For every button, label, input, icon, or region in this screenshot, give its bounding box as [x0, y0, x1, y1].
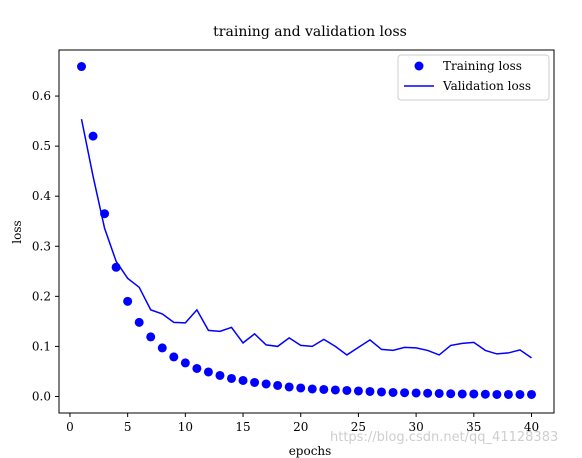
training-loss-point	[238, 375, 248, 385]
y-tick-label: 0.0	[32, 389, 51, 403]
training-loss-point	[77, 62, 86, 72]
x-axis-label: epochs	[289, 444, 332, 458]
training-loss-point	[250, 377, 260, 387]
training-loss-point	[492, 389, 502, 399]
legend-training-marker	[414, 61, 424, 71]
training-loss-point	[100, 209, 110, 219]
training-loss-point	[411, 388, 421, 398]
x-tick-label: 30	[408, 420, 423, 434]
training-loss-point	[457, 389, 467, 399]
training-loss-point	[423, 388, 433, 398]
training-loss-point	[180, 358, 190, 368]
x-tick-label: 5	[124, 420, 132, 434]
legend-training-label: Training loss	[443, 59, 522, 73]
training-loss-point	[284, 382, 294, 392]
training-loss-point	[192, 363, 202, 373]
training-loss-point	[515, 389, 525, 399]
training-loss-point	[146, 332, 156, 342]
legend-validation-label: Validation loss	[442, 79, 531, 93]
training-loss-point	[353, 386, 363, 396]
training-loss-point	[330, 385, 340, 395]
legend: Training loss Validation loss	[397, 54, 550, 101]
training-loss-point	[469, 389, 479, 399]
x-tick-label: 0	[66, 420, 74, 434]
training-loss-point	[319, 384, 329, 394]
training-loss-point	[527, 389, 536, 399]
training-loss-point	[123, 296, 133, 306]
x-tick-label: 20	[293, 420, 308, 434]
training-loss-point	[400, 388, 410, 398]
chart-title: training and validation loss	[213, 24, 407, 40]
y-tick-label: 0.4	[32, 189, 51, 203]
y-tick-label: 0.3	[32, 239, 51, 253]
x-tick-label: 25	[351, 420, 366, 434]
x-tick-label: 15	[235, 420, 250, 434]
x-tick-label: 10	[178, 420, 193, 434]
training-loss-point	[134, 317, 144, 327]
training-loss-point	[227, 373, 236, 383]
y-tick-label: 0.1	[32, 339, 51, 353]
training-loss-point	[446, 389, 456, 399]
training-loss-point	[434, 388, 444, 398]
plot-area	[58, 49, 555, 414]
training-loss-point	[273, 380, 283, 390]
x-tick-label: 40	[524, 420, 539, 434]
training-loss-point	[503, 389, 513, 399]
training-loss-point	[157, 343, 167, 353]
training-loss-point	[169, 352, 179, 362]
training-loss-point	[307, 384, 317, 394]
training-loss-point	[215, 370, 225, 380]
training-loss-point	[377, 387, 386, 397]
training-loss-points	[77, 62, 536, 399]
training-loss-point	[111, 262, 121, 272]
watermark-text: https://blog.csdn.net/qq_41128383	[330, 430, 559, 445]
training-loss-point	[365, 386, 375, 396]
training-loss-point	[88, 131, 98, 141]
x-axis-ticks: 0 5 10 15 20 25 30 35 40	[66, 413, 539, 434]
y-tick-label: 0.2	[32, 289, 51, 303]
y-tick-label: 0.5	[32, 139, 51, 153]
y-tick-label: 0.6	[32, 89, 51, 103]
validation-loss-line	[80, 118, 532, 359]
training-loss-point	[342, 385, 352, 395]
x-tick-label: 35	[466, 420, 481, 434]
training-loss-point	[296, 383, 306, 393]
y-axis-label: loss	[10, 220, 24, 243]
training-loss-point	[388, 387, 398, 397]
training-loss-point	[480, 389, 490, 399]
legend-box	[397, 54, 550, 101]
training-loss-point	[203, 367, 213, 377]
y-axis-ticks: 0.0 0.1 0.2 0.3 0.4 0.5 0.6	[32, 89, 59, 403]
training-loss-point	[261, 379, 271, 389]
